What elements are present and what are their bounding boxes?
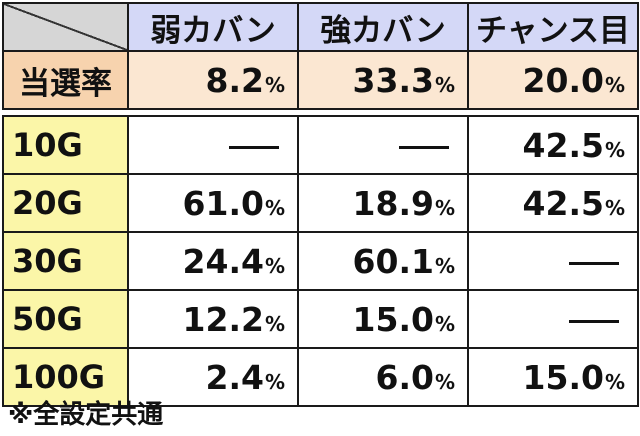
header-chance-me: チャンス目 [467,2,639,52]
percent-unit: % [264,72,285,97]
dash-mark: — [569,261,619,265]
value-number: 60.1 [352,241,434,281]
percent-unit: % [434,369,455,394]
value-cell: 12.2% [127,289,299,349]
row-label: 10G [2,115,129,175]
distribution-table: 10G——42.5%20G61.0%18.9%42.5%30G24.4%60.1… [2,115,639,407]
rate-number: 20.0 [522,60,604,100]
value-cell: 42.5% [467,173,639,233]
value-number: 6.0 [375,357,434,397]
percent-unit: % [604,369,625,394]
percent-unit: % [264,253,285,278]
percent-unit: % [264,311,285,336]
table-row: 100G 2.4% 6.0% 15.0% [2,347,639,407]
dash-mark: — [229,145,279,149]
percent-unit: % [604,195,625,220]
percent-unit: % [604,137,625,162]
row-label: 50G [2,289,129,349]
value-number: 42.5 [522,125,604,165]
rate-number: 33.3 [352,60,434,100]
value-cell: 6.0% [297,347,469,407]
value-cell: — [297,115,469,175]
value-number: 18.9 [352,183,434,223]
value-cell: 15.0% [467,347,639,407]
value-number: 12.2 [182,299,264,339]
dash-mark: — [569,319,619,323]
footnote: ※全設定共通 [8,400,164,430]
percent-unit: % [434,72,455,97]
value-number: 61.0 [182,183,264,223]
rate-row: 当選率 8.2% 33.3% 20.0% [2,50,639,110]
percent-unit: % [434,311,455,336]
table-row: 10G — — 42.5% [2,115,639,175]
value-cell: — [467,289,639,349]
value-number: 42.5 [522,183,604,223]
row-label: 20G [2,173,129,233]
row-label: 30G [2,231,129,291]
percent-unit: % [434,195,455,220]
value-number: 24.4 [182,241,264,281]
value-number: 15.0 [522,357,604,397]
table-row: 20G 61.0% 18.9% 42.5% [2,173,639,233]
value-cell: 15.0% [297,289,469,349]
row-label: 100G [2,347,129,407]
value-cell: — [467,231,639,291]
value-cell: — [127,115,299,175]
rate-value: 20.0% [467,50,639,110]
percent-unit: % [604,72,625,97]
percent-unit: % [264,195,285,220]
percent-unit: % [264,369,285,394]
value-cell: 42.5% [467,115,639,175]
header-row: 弱カバン 強カバン チャンス目 [2,2,639,52]
rate-value: 8.2% [127,50,299,110]
value-cell: 61.0% [127,173,299,233]
header-weak-kaban: 弱カバン [127,2,299,52]
value-cell: 24.4% [127,231,299,291]
value-cell: 60.1% [297,231,469,291]
value-cell: 2.4% [127,347,299,407]
dash-mark: — [399,145,449,149]
rate-number: 8.2 [205,60,264,100]
corner-cell [2,2,129,52]
rate-value: 33.3% [297,50,469,110]
header-strong-kaban: 強カバン [297,2,469,52]
percent-unit: % [434,253,455,278]
value-cell: 18.9% [297,173,469,233]
rate-table: 弱カバン 強カバン チャンス目 当選率 8.2% 33.3% 20.0% [2,2,639,110]
value-number: 2.4 [205,357,264,397]
rate-label: 当選率 [2,50,129,110]
value-number: 15.0 [352,299,434,339]
